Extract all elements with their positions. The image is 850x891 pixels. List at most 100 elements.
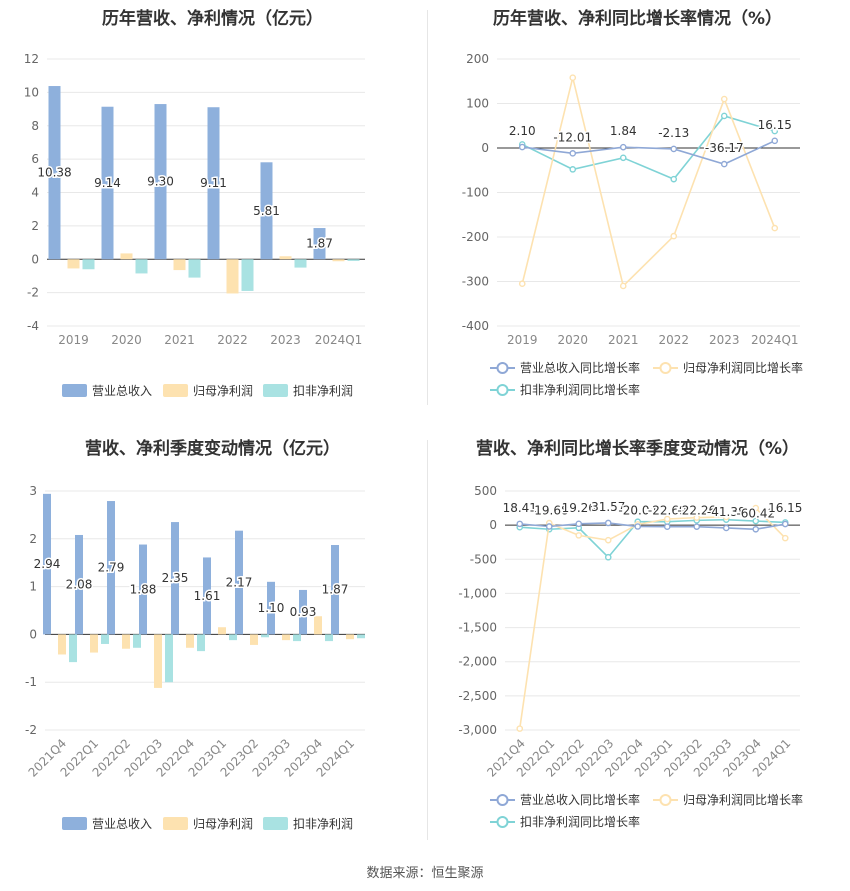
series-point: [569, 150, 577, 157]
bar-deducted-net-profit: [357, 634, 365, 639]
x-tick-label: 2021: [164, 333, 195, 347]
series-point: [604, 519, 612, 527]
y-tick-label: 0: [29, 627, 37, 641]
data-label: 31.57: [591, 500, 625, 514]
bar-deducted-net-profit: [197, 634, 205, 652]
data-label: 0.93: [290, 605, 317, 619]
series-point: [663, 515, 671, 523]
bar-net-profit: [154, 634, 162, 688]
series-point: [752, 517, 760, 525]
legend-label: 扣非净利润: [293, 384, 353, 398]
bar-deducted-net-profit: [82, 259, 95, 270]
series-point: [516, 520, 524, 528]
bar-deducted-net-profit: [101, 634, 109, 644]
data-source: 数据来源：恒生聚源: [366, 866, 484, 881]
legend-swatch: [62, 817, 87, 830]
y-tick-label: 100: [466, 97, 489, 111]
data-label: 2.17: [226, 576, 253, 590]
data-label: -36.17: [705, 141, 744, 155]
data-label: -60.42: [736, 506, 775, 520]
y-tick-label: 200: [466, 52, 489, 66]
bar-deducted-net-profit: [293, 634, 301, 642]
bar-deducted-net-profit: [294, 259, 307, 268]
series-point: [569, 166, 577, 173]
bar-net-profit: [90, 634, 98, 653]
series-point: [693, 514, 701, 521]
series-point: [670, 175, 678, 183]
series-point: [619, 282, 627, 290]
bar-revenue: [171, 522, 179, 635]
series-line-net-profit-growth: [518, 507, 786, 729]
legend-label: 扣非净利润同比增长率: [520, 382, 640, 397]
y-tick-label: 2: [29, 532, 37, 546]
data-label: 2.79: [98, 561, 125, 575]
data-label: 2.94: [34, 557, 61, 571]
series-point: [771, 224, 779, 232]
series-point: [752, 525, 760, 533]
series-point: [634, 523, 642, 530]
bar-deducted-net-profit: [347, 259, 360, 261]
data-label: 1.61: [194, 589, 221, 603]
data-label: -12.01: [553, 130, 592, 144]
bar-net-profit: [173, 259, 186, 271]
bar-net-profit: [346, 634, 354, 640]
series-line-revenue-growth: [519, 522, 786, 531]
data-label: 1.87: [322, 583, 349, 597]
data-label: 18.41: [503, 501, 537, 515]
data-label: -19.68: [530, 503, 569, 517]
data-label: 10.38: [37, 166, 71, 180]
quarterly-revenue-chart: -2-101232021Q42022Q12022Q22022Q32022Q420…: [25, 484, 365, 831]
y-tick-label: -1,000: [458, 586, 497, 600]
series-point: [781, 534, 789, 542]
bar-net-profit: [250, 634, 258, 645]
legend-marker: [659, 362, 672, 374]
bar-net-profit: [218, 627, 226, 635]
series-point: [619, 154, 627, 162]
x-tick-label: 2020: [557, 333, 588, 347]
series-point: [575, 532, 583, 539]
series-point: [720, 95, 728, 103]
series-point: [575, 520, 583, 528]
series-point: [604, 536, 612, 544]
y-tick-label: 3: [29, 484, 37, 498]
bar-net-profit: [332, 259, 345, 262]
legend-swatch: [263, 384, 288, 397]
bar-revenue: [331, 545, 339, 635]
y-tick-label: 500: [474, 484, 497, 498]
series-point: [518, 280, 526, 288]
bar-net-profit: [120, 253, 133, 260]
bar-net-profit: [279, 256, 292, 260]
y-tick-label: -1: [25, 675, 37, 689]
legend-marker: [496, 362, 509, 374]
data-label: 1.84: [610, 124, 637, 138]
series-point: [781, 520, 789, 528]
data-label: 2.10: [509, 124, 536, 138]
legend-swatch: [263, 817, 288, 830]
bar-deducted-net-profit: [261, 634, 269, 638]
legend-swatch: [62, 384, 87, 397]
bar-deducted-net-profit: [69, 634, 77, 663]
data-label: -2.13: [658, 126, 689, 140]
bar-revenue: [75, 534, 83, 635]
y-tick-label: 12: [24, 52, 39, 66]
legend-marker: [496, 384, 509, 396]
bar-net-profit: [282, 634, 290, 641]
y-tick-label: 8: [31, 119, 39, 133]
data-label: 9.30: [147, 175, 174, 189]
annual-growth-chart: -400 -300 -200 -100 0 100 200 2019 2020 2021 2022 2…: [462, 52, 803, 397]
data-label: -22.69: [648, 504, 687, 518]
y-tick-label: 2: [31, 219, 39, 233]
data-label: 9.14: [94, 176, 121, 190]
bar-net-profit: [58, 634, 66, 655]
x-tick-label: 2023: [709, 333, 740, 347]
bar-revenue: [107, 501, 115, 635]
annual-revenue-chart: -4 -2 0 2 4 6 8 10 12 2019 2020 2021 2022 2023 2024Q1 1…: [24, 52, 365, 398]
y-tick-label: 1: [29, 580, 37, 594]
divider: [427, 440, 428, 840]
bar-revenue: [154, 104, 167, 260]
series-line-net-profit-growth: [521, 77, 776, 288]
legend-swatch: [163, 384, 188, 397]
legend-label: 营业总收入: [92, 817, 152, 831]
x-tick-label: 2019: [58, 333, 89, 347]
data-label: 19.26: [562, 501, 596, 515]
